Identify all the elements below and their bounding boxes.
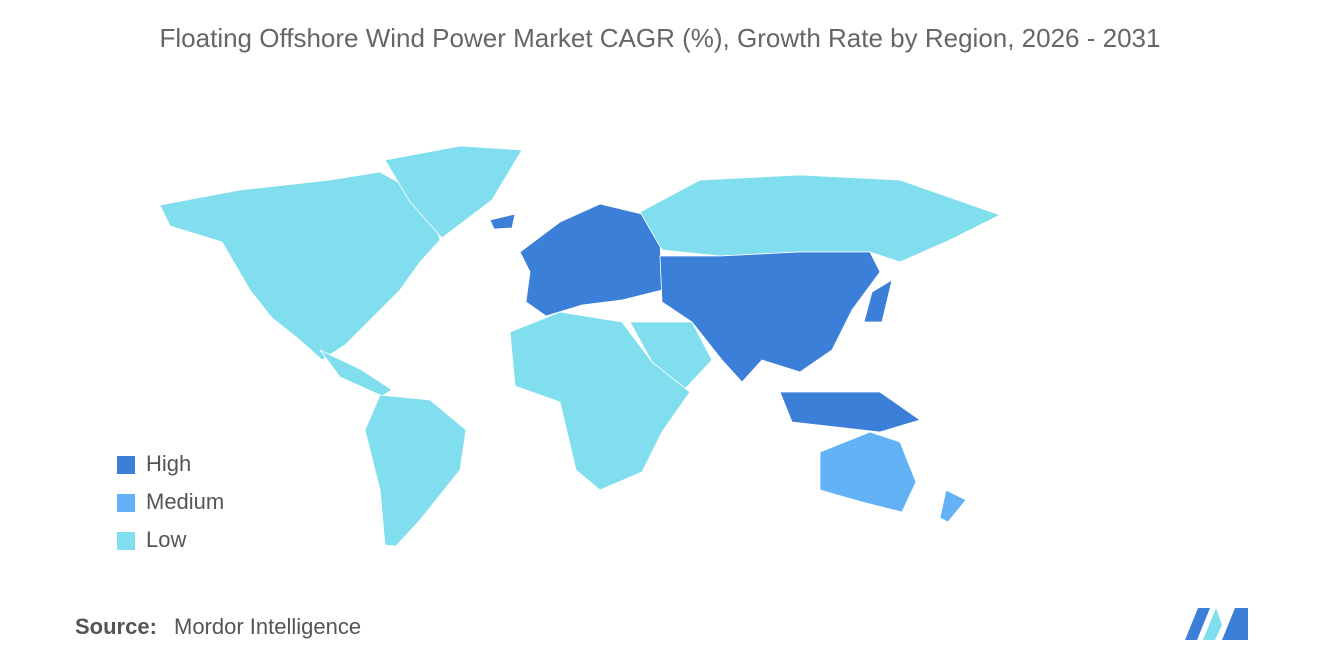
logo-part [1222, 608, 1248, 640]
source-text: Mordor Intelligence [174, 614, 361, 639]
legend: High Medium Low [117, 451, 224, 552]
world-map [159, 145, 1002, 547]
new-zealand [939, 489, 967, 523]
iceland [489, 213, 516, 230]
north-america [159, 171, 441, 361]
source-label: Source: [75, 614, 157, 639]
southeast-asia-islands [779, 391, 921, 433]
legend-swatch [117, 532, 135, 550]
legend-label: Medium [146, 489, 224, 514]
map-title: Floating Offshore Wind Power Market CAGR… [160, 23, 1161, 53]
australia [819, 431, 917, 513]
south-america [364, 394, 467, 547]
central-america [319, 349, 393, 397]
legend-swatch [117, 456, 135, 474]
logo-part [1203, 608, 1222, 640]
logo [1185, 608, 1248, 640]
europe [519, 203, 663, 317]
africa [509, 311, 691, 491]
russia [639, 174, 1002, 263]
middle-east [629, 321, 713, 393]
legend-swatch [117, 494, 135, 512]
legend-label: Low [146, 527, 186, 552]
logo-part [1185, 608, 1210, 640]
japan [863, 279, 893, 323]
asia [659, 251, 881, 383]
greenland [384, 145, 523, 239]
legend-label: High [146, 451, 191, 476]
